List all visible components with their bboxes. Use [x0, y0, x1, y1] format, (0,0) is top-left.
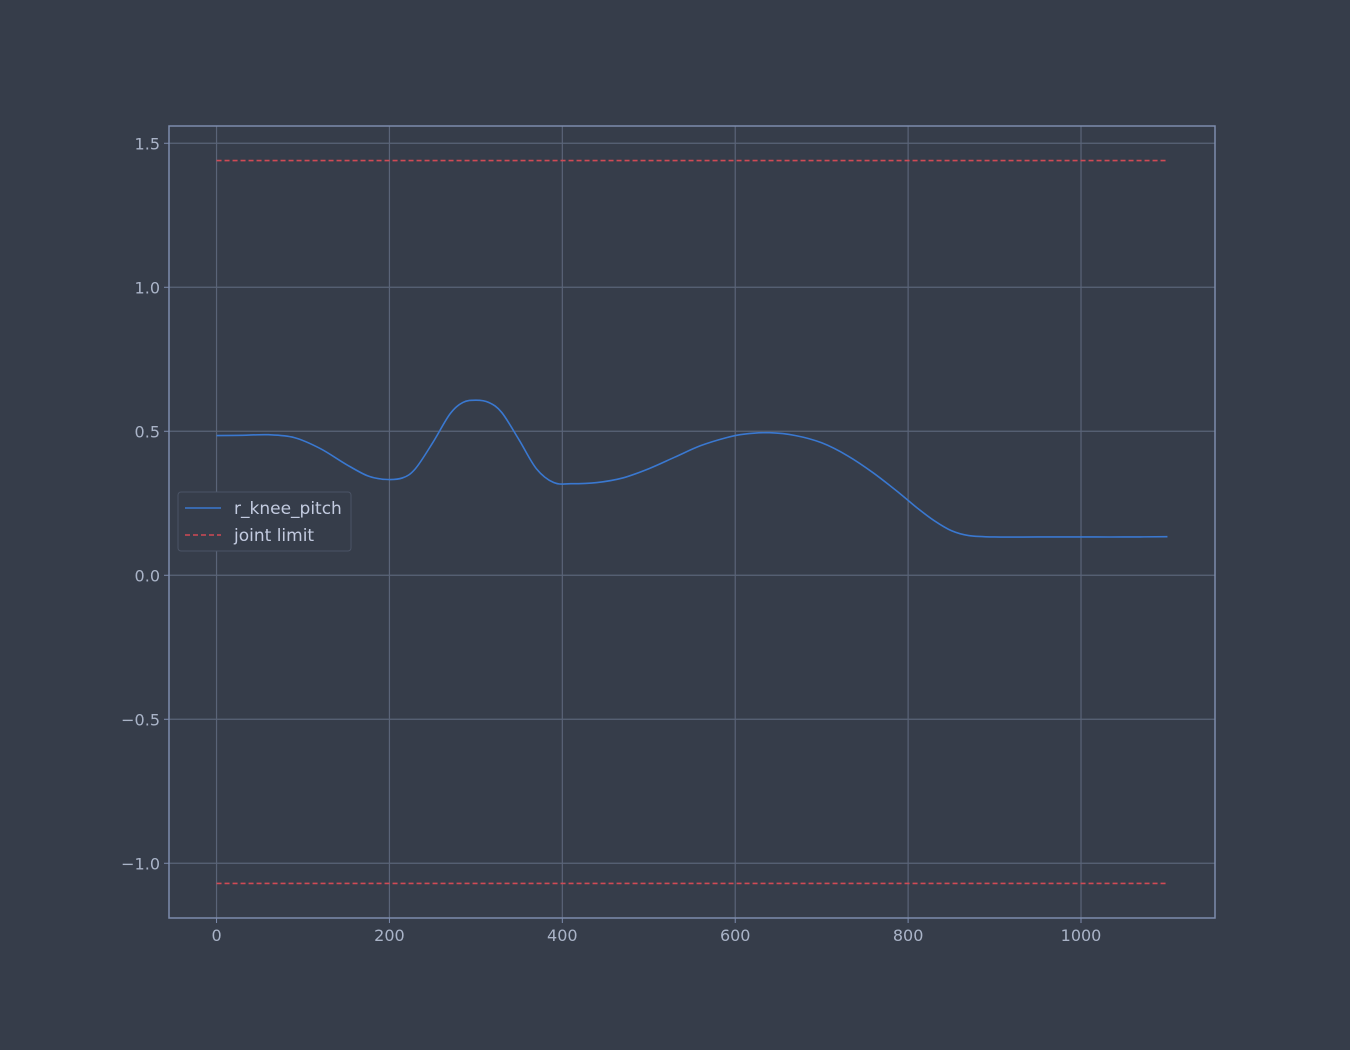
x-tick-label: 400 — [547, 926, 578, 945]
y-tick-label: 0.5 — [135, 422, 160, 441]
y-tick-label: 1.5 — [135, 134, 160, 153]
y-tick-label: −1.0 — [121, 854, 160, 873]
legend-label-joint-limit: joint limit — [233, 526, 314, 546]
legend-box — [177, 491, 352, 552]
r-knee-pitch-line — [216, 399, 1168, 538]
x-tick-label: 200 — [374, 926, 405, 945]
x-tick-label: 600 — [720, 926, 751, 945]
y-tick-label: 0.0 — [135, 566, 160, 585]
legend-label-r-knee-pitch: r_knee_pitch — [234, 499, 342, 519]
x-tick-label: 0 — [211, 926, 221, 945]
x-tick-label: 800 — [893, 926, 924, 945]
y-tick-label: −0.5 — [121, 710, 160, 729]
legend: r_knee_pitch joint limit — [177, 491, 352, 552]
tick-labels: 0 200 400 600 800 1000 −1.0 −0.5 0.0 0.5 1.0 1.5 — [121, 134, 1101, 945]
x-tick-label: 1000 — [1061, 926, 1102, 945]
series-layer — [216, 159, 1168, 885]
plot-frame — [168, 125, 1216, 919]
y-tick-label: 1.0 — [135, 278, 160, 297]
grid — [169, 126, 1215, 918]
